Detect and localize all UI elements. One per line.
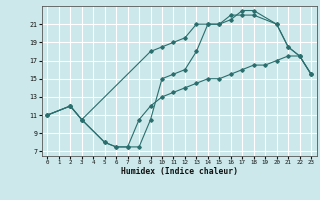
X-axis label: Humidex (Indice chaleur): Humidex (Indice chaleur) xyxy=(121,167,238,176)
